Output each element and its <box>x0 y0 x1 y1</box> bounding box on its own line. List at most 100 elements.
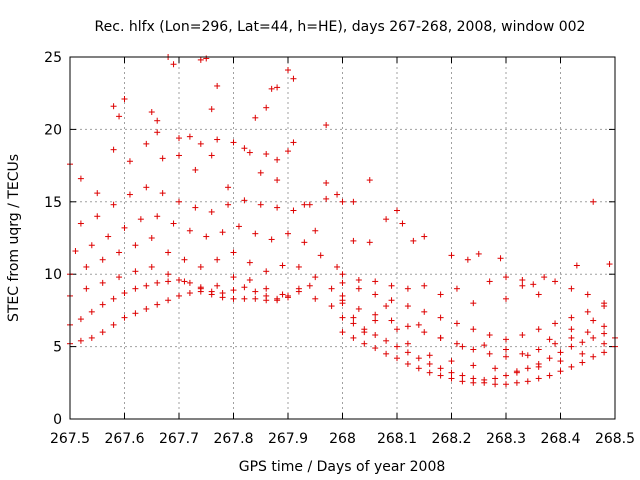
data-point <box>535 375 542 382</box>
data-point <box>530 281 537 288</box>
data-point <box>290 139 297 146</box>
data-point <box>241 284 248 291</box>
data-point <box>99 301 106 308</box>
data-point <box>394 343 400 350</box>
data-point <box>301 201 308 208</box>
data-point <box>214 256 221 263</box>
data-point <box>197 56 204 63</box>
data-point <box>503 336 509 343</box>
grid-layer <box>70 57 615 419</box>
data-point <box>230 295 237 302</box>
data-point <box>230 139 237 146</box>
data-point <box>448 252 455 259</box>
data-point <box>252 114 259 121</box>
data-point <box>535 363 542 370</box>
data-point <box>470 326 477 333</box>
y-tick-label: 5 <box>53 340 62 356</box>
data-point <box>372 332 379 339</box>
data-point <box>170 61 177 68</box>
data-point <box>568 334 575 341</box>
data-point <box>350 320 357 327</box>
data-point <box>339 314 346 321</box>
data-point <box>355 285 362 292</box>
data-point <box>246 259 253 266</box>
y-tick-label: 25 <box>44 50 62 66</box>
data-point <box>143 140 150 147</box>
y-tick-label: 10 <box>44 267 62 283</box>
data-point <box>448 375 455 382</box>
data-point <box>339 297 346 304</box>
data-point <box>481 342 488 349</box>
data-point <box>524 378 531 385</box>
data-point <box>137 216 144 223</box>
data-point <box>590 334 597 341</box>
data-point <box>295 285 302 292</box>
data-points <box>67 54 618 388</box>
data-point <box>323 122 330 129</box>
data-point <box>279 291 286 298</box>
data-point <box>214 136 221 143</box>
data-point <box>225 184 232 191</box>
data-point <box>590 198 597 205</box>
data-point <box>246 149 253 156</box>
data-point <box>208 152 215 159</box>
data-point <box>230 274 237 281</box>
y-tick-label: 0 <box>53 412 62 428</box>
data-point <box>252 295 259 302</box>
data-point <box>197 263 204 270</box>
data-point <box>94 213 101 220</box>
data-point <box>568 343 575 350</box>
data-point <box>317 252 324 259</box>
data-point <box>350 198 357 205</box>
y-tick-label: 20 <box>44 122 62 138</box>
data-point <box>383 337 390 344</box>
data-point <box>535 291 542 298</box>
data-point <box>176 292 182 299</box>
data-point <box>181 256 188 263</box>
data-point <box>503 353 509 360</box>
data-point <box>535 346 542 353</box>
data-point <box>181 278 188 285</box>
data-point <box>285 294 291 301</box>
x-tick-label: 267.9 <box>268 431 308 447</box>
data-point <box>143 282 150 289</box>
data-point <box>186 227 193 234</box>
data-point <box>404 285 411 292</box>
data-point <box>252 288 259 295</box>
data-point <box>230 287 237 294</box>
data-point <box>601 300 608 307</box>
data-point <box>535 326 542 333</box>
data-point <box>372 311 379 318</box>
data-point <box>263 268 270 275</box>
data-point <box>208 208 215 215</box>
data-point <box>492 381 499 388</box>
data-point <box>214 282 221 289</box>
data-point <box>383 303 390 310</box>
data-point <box>372 345 379 352</box>
data-point <box>552 340 559 347</box>
data-point <box>263 151 270 158</box>
data-point <box>437 334 444 341</box>
data-point <box>246 276 253 283</box>
data-point <box>192 204 199 211</box>
x-tick-label: 267.7 <box>159 431 199 447</box>
data-point <box>601 323 608 330</box>
data-point <box>339 279 346 286</box>
data-point <box>312 295 319 302</box>
data-point <box>503 274 509 281</box>
data-point <box>519 350 526 357</box>
data-point <box>165 249 172 256</box>
data-point <box>372 291 379 298</box>
data-point <box>557 349 564 356</box>
data-point <box>208 106 215 113</box>
data-point <box>355 276 362 283</box>
data-point <box>312 227 319 234</box>
data-point <box>116 249 123 256</box>
data-point <box>415 321 422 328</box>
data-point <box>519 282 526 289</box>
data-point <box>410 237 417 244</box>
data-point <box>235 223 242 230</box>
data-point <box>437 314 444 321</box>
y-tick-label: 15 <box>44 195 62 211</box>
data-point <box>492 365 499 372</box>
